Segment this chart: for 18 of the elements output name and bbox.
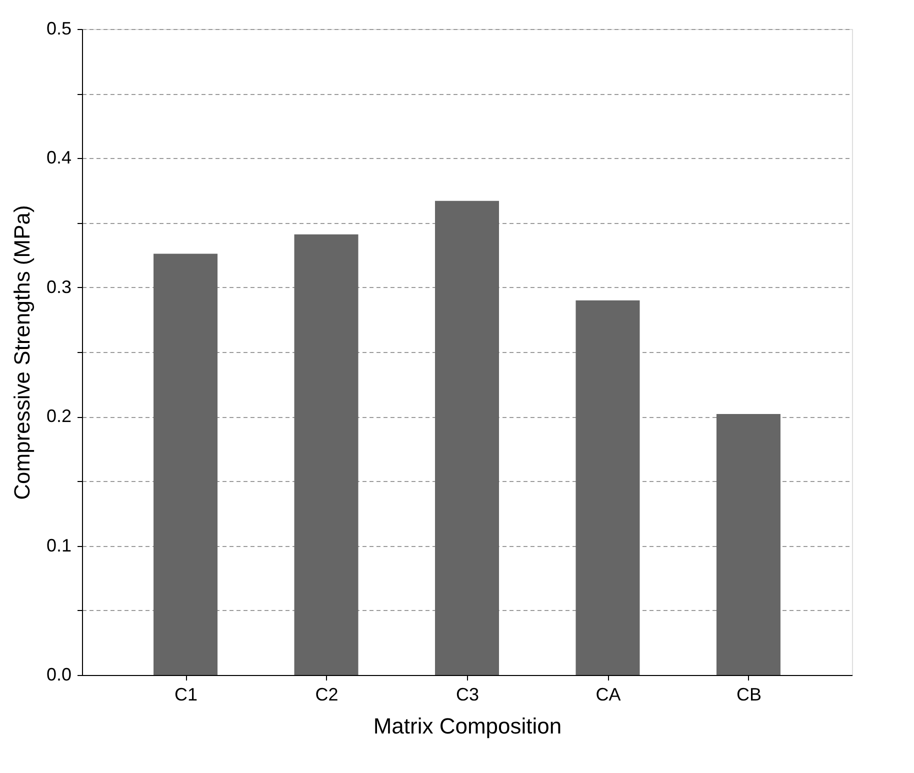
y-tick-label: 0.5 xyxy=(46,18,72,38)
y-tick-label: 0.2 xyxy=(46,406,72,426)
x-tick-label: C1 xyxy=(174,684,198,704)
y-tick-label: 0.3 xyxy=(46,276,72,297)
y-tick-label: 0.4 xyxy=(46,148,72,168)
x-tick-label: C2 xyxy=(315,684,338,704)
bar xyxy=(154,254,218,675)
y-tick-label: 0.1 xyxy=(46,535,72,556)
x-tick-label: CB xyxy=(736,684,762,704)
y-axis-title: Compressive Strengths (MPa) xyxy=(9,205,34,500)
bar xyxy=(294,234,358,675)
y-tick-label: 0.0 xyxy=(46,664,72,684)
x-tick-label: C3 xyxy=(456,684,480,704)
bar xyxy=(576,300,640,675)
x-axis-title: Matrix Composition xyxy=(373,714,562,738)
bar xyxy=(435,200,499,675)
bar xyxy=(716,414,780,675)
x-tick-label: CA xyxy=(596,684,621,704)
